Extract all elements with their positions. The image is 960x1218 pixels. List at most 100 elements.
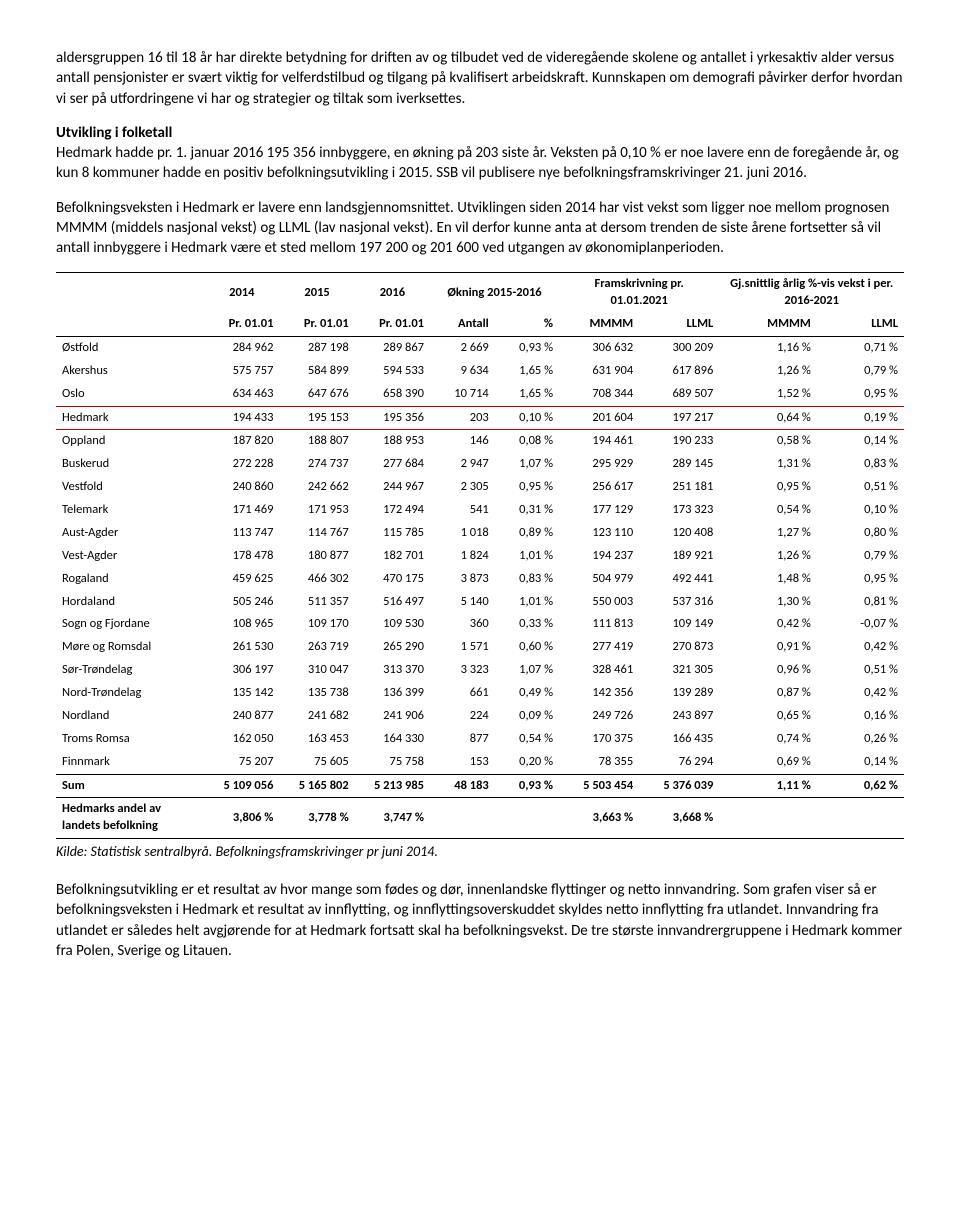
table-cell: 492 441	[639, 568, 719, 591]
table-cell	[719, 798, 817, 839]
paragraph-3: Befolkningsveksten i Hedmark er lavere e…	[56, 198, 904, 259]
table-cell: 109 530	[355, 613, 430, 636]
table-row: Nord-Trøndelag135 142135 738136 3996610,…	[56, 682, 904, 705]
table-cell: 173 323	[639, 499, 719, 522]
sub-llml1: LLML	[639, 313, 719, 336]
table-cell: 0,51 %	[817, 659, 904, 682]
table-cell: 203	[430, 406, 495, 430]
table-cell: 189 921	[639, 545, 719, 568]
table-cell: 78 355	[559, 751, 639, 774]
table-cell: 0,96 %	[719, 659, 817, 682]
table-cell: 1,16 %	[719, 336, 817, 359]
table-cell: 166 435	[639, 728, 719, 751]
table-cell: 48 183	[430, 774, 495, 798]
table-cell: 1,65 %	[495, 360, 559, 383]
table-cell: 0,95 %	[817, 383, 904, 406]
table-cell: 0,80 %	[817, 522, 904, 545]
table-cell: 0,14 %	[817, 430, 904, 453]
table-cell: 289 145	[639, 453, 719, 476]
table-cell: 516 497	[355, 591, 430, 614]
table-cell: 277 419	[559, 636, 639, 659]
table-cell: 295 929	[559, 453, 639, 476]
table-cell: 0,09 %	[495, 705, 559, 728]
table-row: Oppland187 820188 807188 9531460,08 %194…	[56, 430, 904, 453]
col-2014: 2014	[204, 273, 279, 313]
table-cell: 584 899	[279, 360, 354, 383]
table-cell: 0,71 %	[817, 336, 904, 359]
table-cell: 164 330	[355, 728, 430, 751]
table-cell: 190 233	[639, 430, 719, 453]
table-cell: 75 207	[204, 751, 279, 774]
table-cell: 201 604	[559, 406, 639, 430]
col-gj: Gj.snittlig årlig %-vis vekst i per. 201…	[719, 273, 904, 313]
table-cell: Nord-Trøndelag	[56, 682, 204, 705]
table-cell: 75 605	[279, 751, 354, 774]
table-cell: 1,26 %	[719, 360, 817, 383]
table-cell: 188 807	[279, 430, 354, 453]
paragraph-2: Hedmark hadde pr. 1. januar 2016 195 356…	[56, 143, 904, 184]
table-cell: 0,87 %	[719, 682, 817, 705]
table-cell: 197 217	[639, 406, 719, 430]
table-cell: 3 323	[430, 659, 495, 682]
sub-pr3: Pr. 01.01	[355, 313, 430, 336]
table-cell: 0,81 %	[817, 591, 904, 614]
table-cell: 0,60 %	[495, 636, 559, 659]
table-cell: 2 947	[430, 453, 495, 476]
table-cell: 466 302	[279, 568, 354, 591]
table-cell: 537 316	[639, 591, 719, 614]
table-cell: 0,95 %	[719, 476, 817, 499]
table-cell: 0,64 %	[719, 406, 817, 430]
table-row: Aust-Agder113 747114 767115 7851 0180,89…	[56, 522, 904, 545]
table-cell: 0,89 %	[495, 522, 559, 545]
table-cell: 0,93 %	[495, 774, 559, 798]
table-cell: 0,95 %	[495, 476, 559, 499]
table-cell: 10 714	[430, 383, 495, 406]
table-cell: 240 877	[204, 705, 279, 728]
table-cell: Nordland	[56, 705, 204, 728]
table-cell: 1,07 %	[495, 659, 559, 682]
table-cell: 153	[430, 751, 495, 774]
table-cell: 5 503 454	[559, 774, 639, 798]
table-cell: 75 758	[355, 751, 430, 774]
table-cell: 114 767	[279, 522, 354, 545]
table-row: Sør-Trøndelag306 197310 047313 3703 3231…	[56, 659, 904, 682]
table-cell: 0,54 %	[495, 728, 559, 751]
table-cell: Finnmark	[56, 751, 204, 774]
table-cell	[495, 798, 559, 839]
table-cell: 194 461	[559, 430, 639, 453]
table-cell: 511 357	[279, 591, 354, 614]
col-okning: Økning 2015-2016	[430, 273, 559, 313]
table-row: Sogn og Fjordane108 965109 170109 530360…	[56, 613, 904, 636]
table-cell: 0,14 %	[817, 751, 904, 774]
table-cell: Sum	[56, 774, 204, 798]
table-cell: 0,65 %	[719, 705, 817, 728]
table-cell: Aust-Agder	[56, 522, 204, 545]
table-cell: 575 757	[204, 360, 279, 383]
sub-llml2: LLML	[817, 313, 904, 336]
table-cell: 1,65 %	[495, 383, 559, 406]
table-cell: -0,07 %	[817, 613, 904, 636]
col-fram: Framskrivning pr. 01.01.2021	[559, 273, 719, 313]
table-cell: 139 289	[639, 682, 719, 705]
heading-utvikling: Utvikling i folketall	[56, 123, 904, 143]
table-cell: 0,79 %	[817, 545, 904, 568]
table-cell: Rogaland	[56, 568, 204, 591]
table-cell: 9 634	[430, 360, 495, 383]
table-cell: 0,93 %	[495, 336, 559, 359]
table-cell: 1,48 %	[719, 568, 817, 591]
table-cell: 261 530	[204, 636, 279, 659]
table-cell: 5 109 056	[204, 774, 279, 798]
table-cell: 1,30 %	[719, 591, 817, 614]
table-row: Akershus575 757584 899594 5339 6341,65 %…	[56, 360, 904, 383]
table-cell: 274 737	[279, 453, 354, 476]
table-cell: 594 533	[355, 360, 430, 383]
table-cell: 306 197	[204, 659, 279, 682]
table-cell: 0,42 %	[719, 613, 817, 636]
table-cell: Telemark	[56, 499, 204, 522]
table-cell: 146	[430, 430, 495, 453]
table-cell: 120 408	[639, 522, 719, 545]
population-table: 2014 2015 2016 Økning 2015-2016 Framskri…	[56, 272, 904, 839]
table-cell: 187 820	[204, 430, 279, 453]
table-cell: Vest-Agder	[56, 545, 204, 568]
table-cell	[430, 798, 495, 839]
